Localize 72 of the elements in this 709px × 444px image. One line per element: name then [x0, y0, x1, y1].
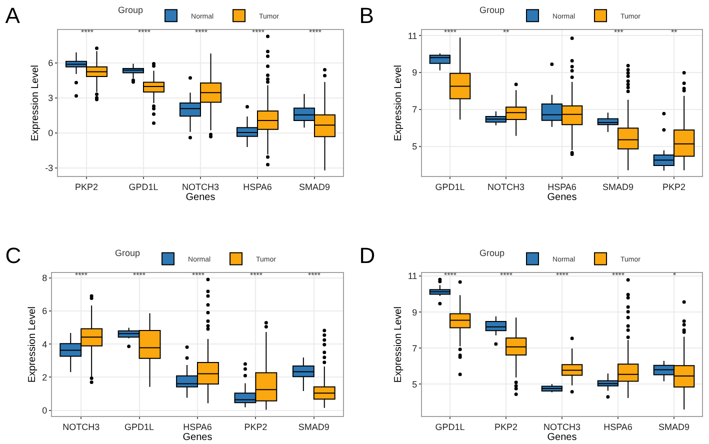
y-tick-label: 9 [412, 68, 418, 78]
y-tick-label: 3 [48, 92, 54, 103]
x-tick-label: PKP2 [494, 422, 518, 432]
x-tick-label: HSPA6 [548, 182, 576, 192]
x-tick-label: SMAD9 [658, 422, 690, 432]
x-tick-label: GPD1L [124, 422, 154, 432]
x-tick-label: SMAD9 [602, 182, 634, 192]
y-tick-label: 6 [42, 306, 48, 316]
x-tick-label: NOTCH3 [62, 422, 100, 432]
x-tick-label: GPD1L [128, 182, 158, 192]
chart-title: A [5, 3, 20, 28]
y-axis-title: Expression Level [27, 306, 38, 383]
x-tick-label: NOTCH3 [543, 422, 581, 432]
annotation: **** [133, 271, 146, 280]
y-tick-label: -3 [45, 162, 54, 173]
y-tick-label: 7 [412, 343, 418, 354]
x-tick-label: PKP2 [74, 182, 98, 192]
chart-title: C [5, 243, 22, 268]
legend-title: Group [480, 248, 505, 258]
legend-title: Group [115, 248, 140, 258]
x-axis-title: Genes [547, 432, 577, 443]
y-tick-label: 11 [408, 271, 418, 282]
y-axis-title: Expression Level [392, 306, 404, 383]
x-tick-label: SMAD9 [298, 422, 330, 432]
x-axis-title: Genes [182, 432, 212, 443]
y-tick-label: 0 [48, 128, 54, 138]
legend-title: Group [480, 4, 505, 15]
annotation: **** [612, 271, 624, 280]
annotation: * [673, 271, 676, 280]
y-tick-label: 0 [42, 406, 48, 416]
annotation: **** [444, 28, 456, 37]
x-tick-label: HSPA6 [183, 422, 212, 432]
y-tick-label: 4 [42, 339, 48, 350]
legend-title: Group [118, 4, 144, 15]
annotation: **** [75, 271, 88, 280]
x-tick-label: HSPA6 [604, 422, 632, 432]
annotation: **** [252, 28, 264, 37]
x-tick-label: NOTCH3 [182, 182, 220, 192]
annotation: **** [192, 271, 204, 280]
annotation: **** [308, 271, 320, 280]
y-tick-label: 9 [412, 307, 418, 318]
x-axis-title: Genes [186, 192, 216, 203]
annotation: **** [556, 271, 568, 280]
annotation: **** [195, 28, 208, 37]
x-tick-label: PKP2 [244, 422, 268, 432]
y-axis-title: Expression Level [392, 64, 404, 142]
annotation: **** [500, 271, 512, 280]
x-tick-label: SMAD9 [298, 182, 330, 192]
annotation: ** [671, 28, 678, 37]
x-axis-title: Genes [547, 192, 577, 203]
chart-title: B [359, 3, 374, 28]
annotation: **** [250, 271, 262, 280]
y-tick-label: 8 [42, 272, 48, 283]
chart-title: D [359, 243, 376, 268]
annotation: *** [614, 28, 624, 37]
x-tick-label: GPD1L [435, 422, 465, 432]
x-tick-label: PKP2 [662, 182, 686, 192]
y-tick-label: 5 [412, 142, 418, 152]
x-tick-label: NOTCH3 [487, 182, 525, 192]
y-tick-label: 5 [412, 379, 418, 390]
y-tick-label: 6 [48, 58, 54, 68]
y-tick-label: 2 [42, 372, 48, 382]
x-tick-label: HSPA6 [243, 182, 272, 192]
annotation: ** [503, 28, 510, 37]
y-tick-label: 11 [408, 30, 418, 41]
y-tick-label: 7 [412, 104, 418, 115]
annotation: **** [138, 28, 150, 37]
annotation: **** [309, 28, 322, 37]
y-axis-title: Expression Level [30, 64, 42, 142]
annotation: **** [444, 271, 456, 280]
annotation: **** [81, 28, 94, 37]
x-tick-label: GPD1L [435, 182, 465, 192]
